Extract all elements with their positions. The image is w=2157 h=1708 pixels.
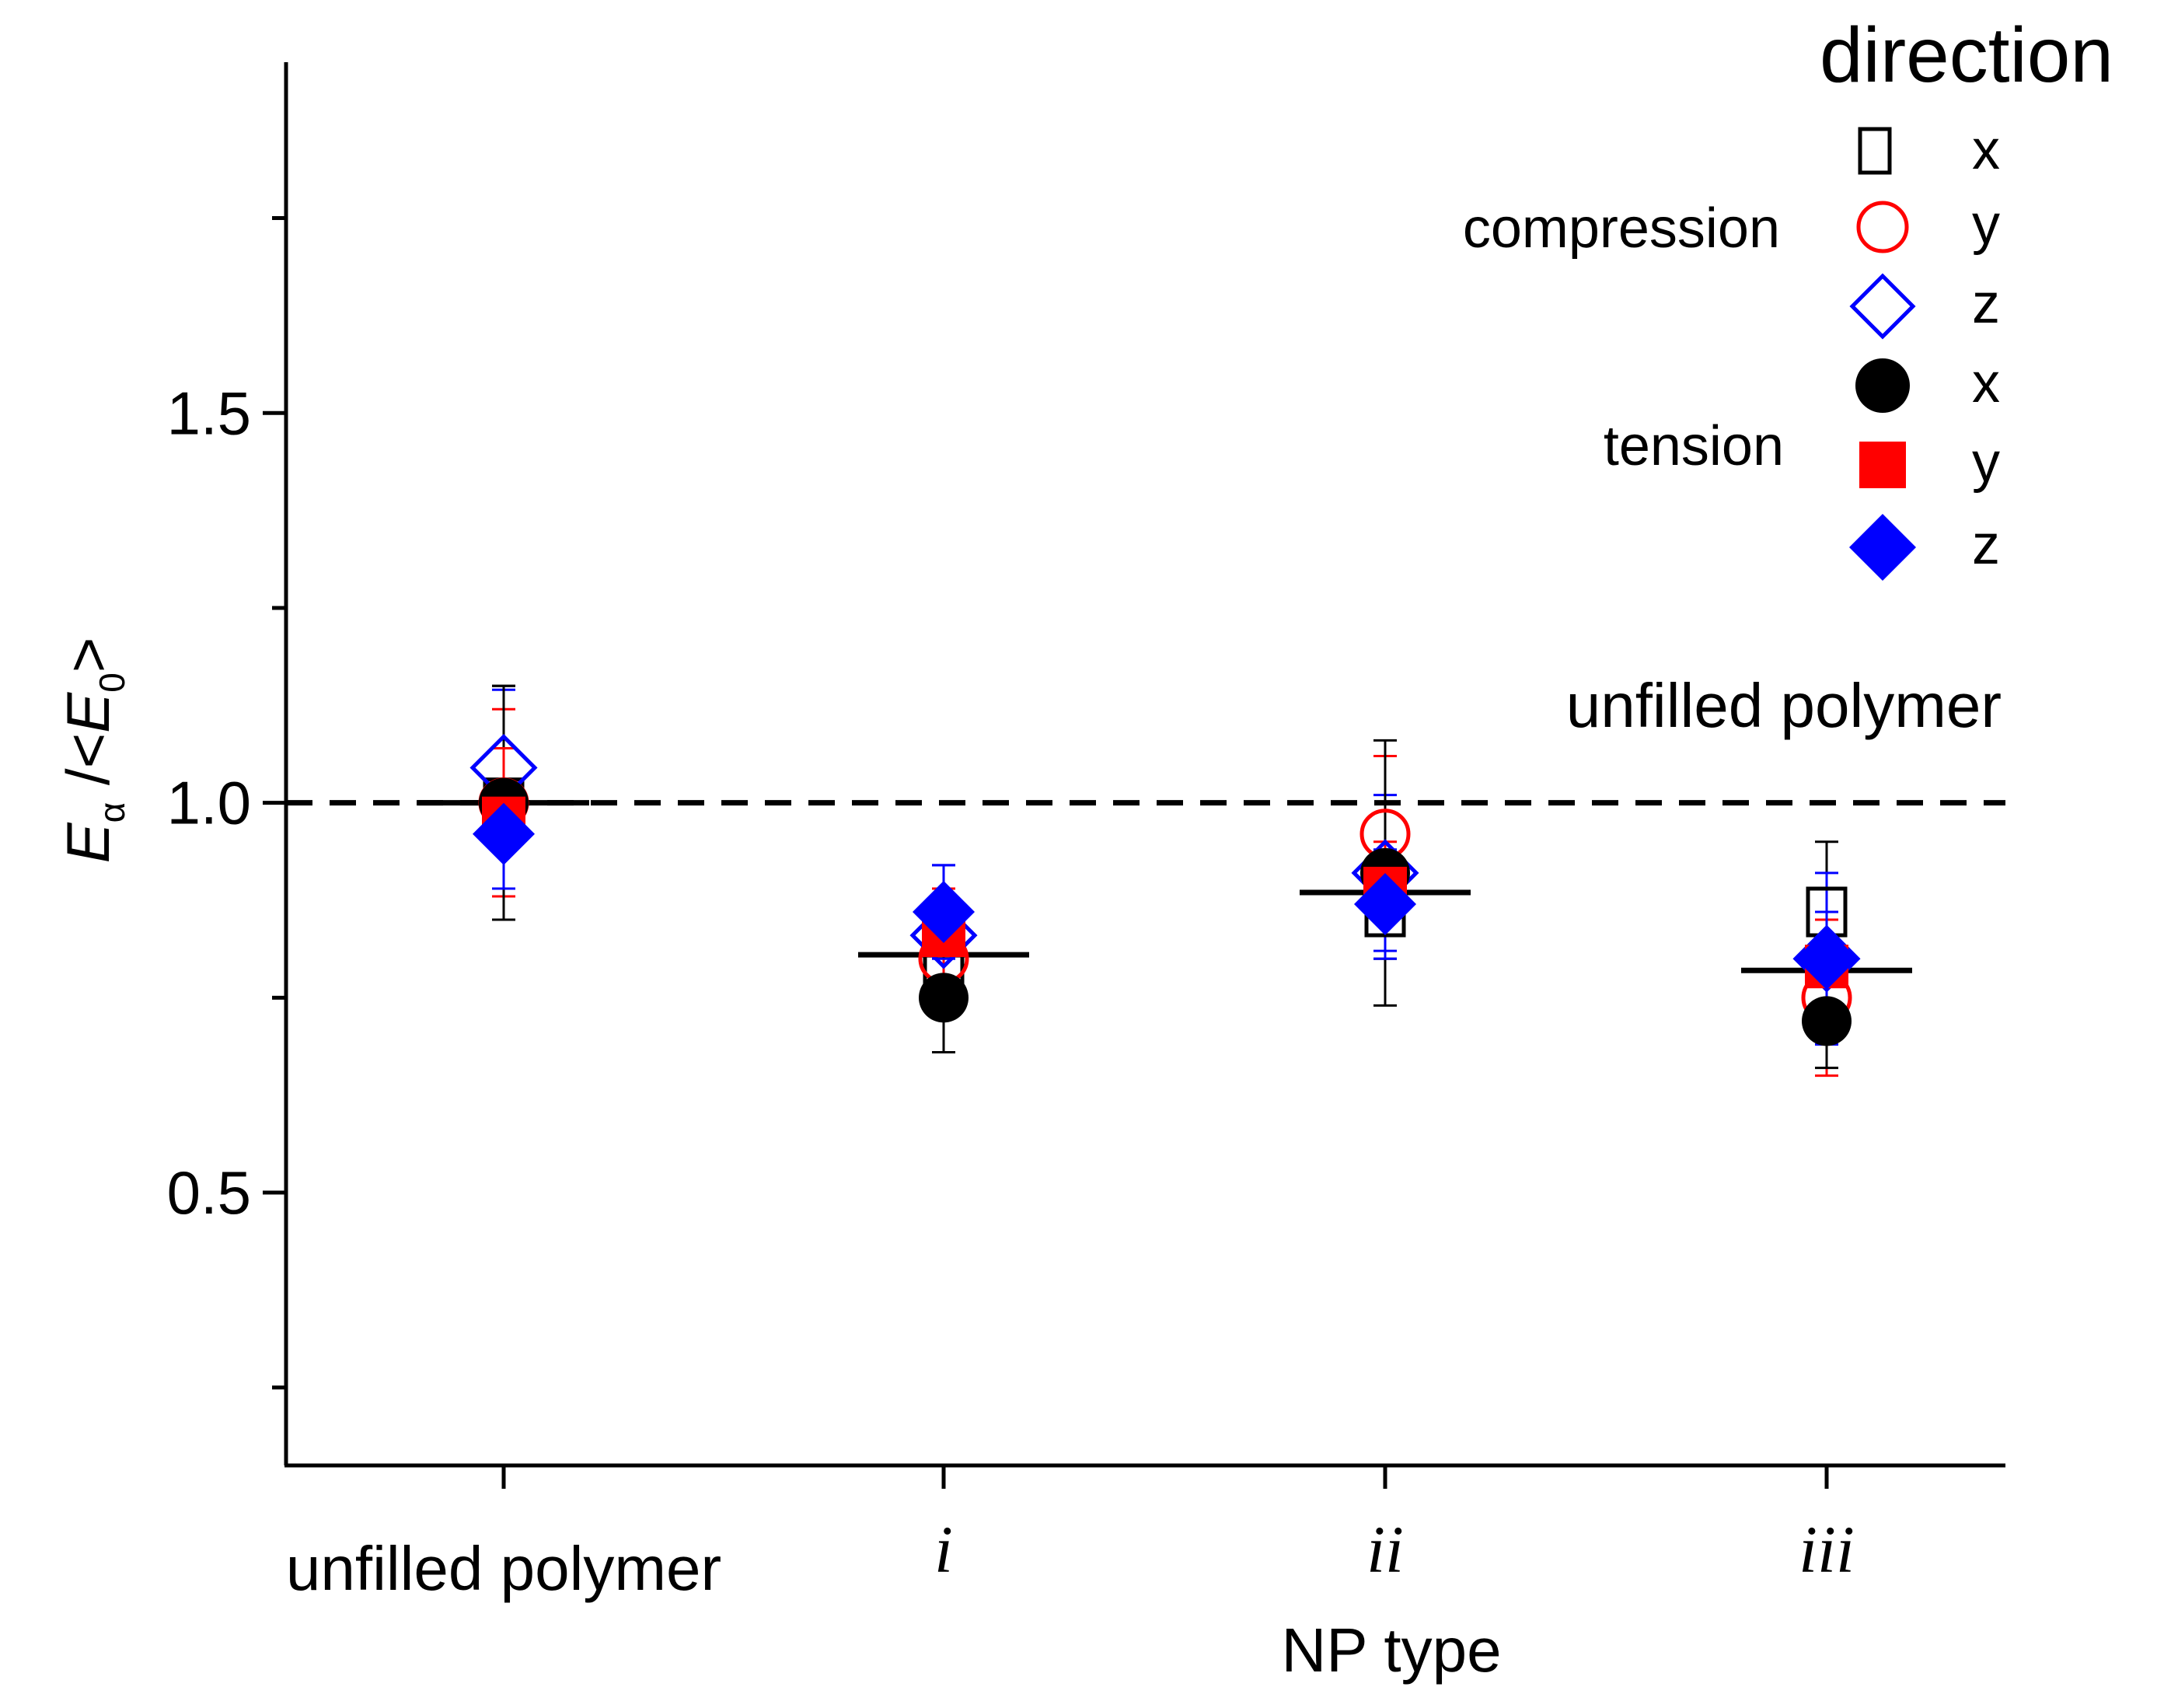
- y-axis-title-sub-zero: 0: [92, 672, 132, 693]
- y-axis-title-sub-alpha: α: [92, 802, 132, 823]
- legend-marker-compression-x: [1858, 127, 1892, 175]
- legend-marker-tension-y: [1859, 442, 1906, 488]
- point-tension-x: [919, 973, 969, 1023]
- legend: direction compression tension x y z x y …: [1463, 12, 2113, 581]
- x-tick-label: ii: [1366, 1512, 1404, 1587]
- y-axis-title-sep: /<: [54, 733, 122, 802]
- plot-area: [286, 684, 2005, 1078]
- point-tension-z: [1354, 873, 1416, 935]
- legend-group-compression: compression: [1463, 197, 1780, 260]
- point-tension-z: [913, 881, 975, 944]
- point-tension-z: [473, 802, 535, 865]
- y-axis-title-E: E: [54, 822, 122, 863]
- legend-marker-compression-y: [1856, 201, 1909, 253]
- y-tick-label: 0.5: [167, 1158, 251, 1227]
- point-tension-z: [1796, 927, 1858, 990]
- legend-title: direction: [1820, 12, 2113, 99]
- x-axis-title: NP type: [1281, 1615, 1501, 1685]
- legend-label-compression-y: y: [1972, 194, 2000, 256]
- legend-label-compression-z: z: [1972, 273, 2000, 335]
- x-tick-label: unfilled polymer: [286, 1534, 721, 1603]
- reference-line-label: unfilled polymer: [1566, 671, 2002, 740]
- legend-group-tension: tension: [1604, 415, 1784, 477]
- legend-marker-tension-z: [1849, 514, 1916, 581]
- legend-label-tension-z: z: [1972, 514, 2000, 576]
- point-tension-x: [1802, 996, 1852, 1046]
- y-tick-label: 1.5: [167, 379, 251, 447]
- legend-marker-tension-x: [1855, 358, 1910, 413]
- y-axis-title-E0: E: [54, 692, 122, 733]
- legend-label-tension-y: y: [1972, 431, 2000, 494]
- y-tick-label: 1.0: [167, 769, 251, 837]
- x-tick-label: i: [934, 1512, 953, 1587]
- legend-label-compression-x: x: [1972, 119, 2000, 181]
- y-axis-title: Eα /<E0>: [54, 637, 132, 864]
- y-axis-title-close: >: [54, 637, 122, 673]
- x-tick-label: iii: [1799, 1512, 1855, 1587]
- legend-label-tension-x: x: [1972, 352, 2000, 414]
- legend-marker-compression-z: [1849, 273, 1916, 340]
